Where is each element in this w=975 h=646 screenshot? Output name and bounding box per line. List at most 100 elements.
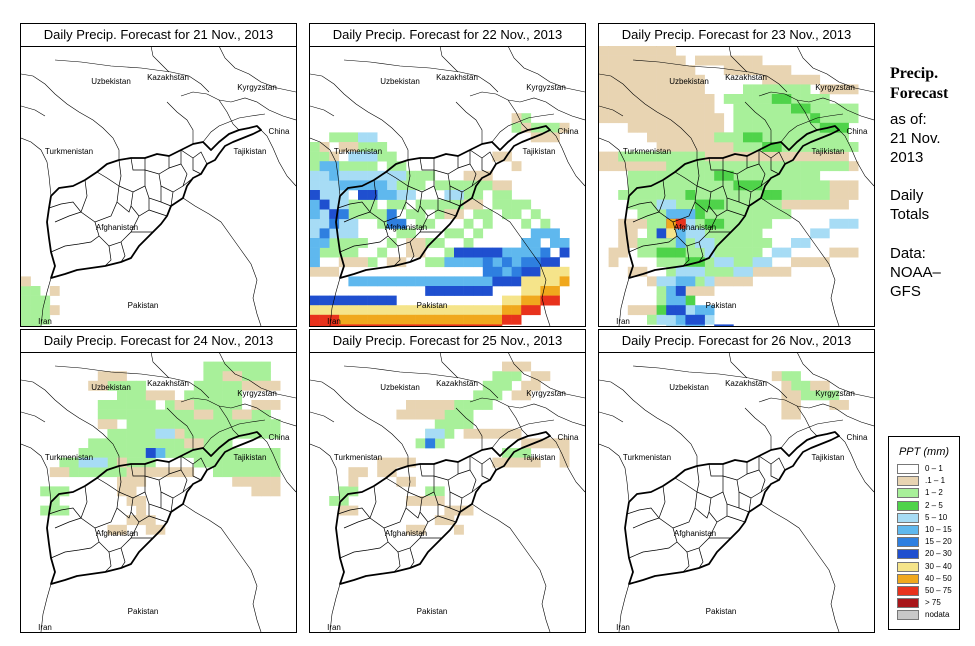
country-border	[150, 352, 170, 379]
precip-cell-1-2	[251, 409, 262, 420]
panel-title: Daily Precip. Forecast for 23 Nov., 2013	[599, 24, 874, 47]
precip-cell-0.1-1	[126, 476, 137, 487]
precip-cell-1-2	[222, 467, 233, 478]
precip-cell-5-10	[319, 190, 330, 200]
precip-cell-1-2	[329, 238, 340, 248]
precip-cell-1-2	[222, 448, 233, 458]
precip-cell-15-20	[521, 257, 532, 268]
map-label-pakistan: Pakistan	[706, 301, 737, 310]
precip-cell-10-15	[310, 257, 320, 268]
precip-cell-0.1-1	[502, 361, 512, 372]
precip-cell-1-2	[829, 142, 840, 152]
precip-cell-1-2	[704, 209, 715, 220]
precip-cell-1-2	[367, 257, 378, 268]
precip-cell-30-40	[444, 305, 455, 316]
precip-cell-1-2	[733, 257, 744, 268]
country-border	[469, 397, 585, 427]
precip-cell-1-2	[203, 419, 214, 430]
province-border	[80, 177, 120, 223]
precip-cell-1-2	[193, 428, 204, 439]
precip-cell-0.1-1	[406, 457, 416, 468]
precip-cell-1-2	[434, 438, 445, 449]
precip-cell-0.1-1	[656, 161, 667, 172]
precip-cell-1-2	[810, 170, 821, 181]
precip-cell-0.1-1	[848, 161, 859, 172]
precip-cell-0.1-1	[666, 122, 677, 133]
precip-cell-20-30	[310, 190, 320, 200]
precip-cell-0.1-1	[743, 65, 753, 76]
precip-cell-40-50	[521, 295, 532, 306]
precip-cell-1-2	[425, 257, 436, 268]
precip-cell-1-2	[174, 448, 185, 458]
precip-cell-40-50	[502, 305, 512, 316]
precip-cell-1-2	[829, 113, 840, 124]
afghanistan-border	[46, 431, 262, 585]
precip-cell-0.1-1	[540, 438, 551, 449]
precip-cell-20-30	[714, 324, 725, 326]
precip-cell-1-2	[203, 371, 214, 382]
precip-cell-0.1-1	[800, 74, 811, 85]
precip-cell-0.1-1	[829, 180, 840, 191]
precip-cell-1-2	[261, 409, 271, 420]
legend-item: 20 – 30	[889, 548, 959, 560]
precip-cell-5-10	[685, 305, 696, 316]
precip-cell-1-2	[511, 448, 522, 458]
precip-cell-1-2	[232, 380, 243, 391]
precip-cell-1-2	[107, 467, 118, 478]
precip-cell-0.1-1	[618, 74, 629, 85]
precip-cell-1-2	[800, 94, 811, 104]
precip-cell-50-75	[338, 324, 349, 326]
precip-cell-1-2	[800, 180, 811, 191]
precip-cell-1-2	[733, 122, 744, 133]
precip-cell-50-75	[415, 324, 426, 326]
precip-cell-1-2	[714, 266, 725, 277]
precip-cell-10-15	[463, 257, 474, 268]
precip-cell-1-2	[771, 84, 782, 95]
precip-cell-0.1-1	[126, 496, 137, 506]
precip-cell-1-2	[232, 448, 243, 458]
precip-cell-1-2	[781, 170, 792, 181]
precip-cell-20-30	[550, 257, 560, 268]
precip-cell-1-2	[21, 286, 31, 296]
forecast-panel-day1: Daily Precip. Forecast for 21 Nov., 2013…	[20, 23, 297, 327]
precip-cell-0.1-1	[656, 142, 667, 152]
map-label-china: China	[558, 433, 579, 442]
precip-cell-10-15	[329, 161, 340, 172]
precip-cell-0.1-1	[819, 257, 830, 268]
legend-label: .1 – 1	[925, 476, 946, 486]
precip-cell-5-10	[752, 257, 763, 268]
precip-cell-1-2	[454, 228, 464, 239]
precip-cell-0.1-1	[695, 286, 705, 296]
province-border	[54, 211, 82, 223]
precip-cell-0.1-1	[800, 199, 811, 210]
precip-cell-0.1-1	[492, 180, 503, 191]
precip-cell-0.1-1	[251, 486, 262, 497]
precip-cell-1-2	[647, 170, 657, 181]
precip-cell-0.1-1	[781, 199, 792, 210]
precip-cell-1-2	[270, 428, 281, 439]
legend-label: 0 – 1	[925, 464, 943, 473]
country-border	[507, 352, 585, 399]
precip-cell-1-2	[618, 190, 629, 200]
precip-cell-0.1-1	[656, 65, 667, 76]
precip-cell-1-2	[733, 228, 744, 239]
precip-cell-5-10	[695, 228, 705, 239]
province-border	[626, 507, 660, 519]
precip-cell-1-2	[704, 161, 715, 172]
precip-cell-1-2	[261, 428, 271, 439]
map-label-kazakhstan: Kazakhstan	[147, 73, 189, 82]
precip-cell-0.1-1	[540, 132, 551, 143]
precip-cell-0.1-1	[762, 65, 773, 76]
province-border	[746, 469, 760, 475]
precip-cell-1-2	[752, 103, 763, 114]
precip-cell-2-5	[695, 209, 705, 220]
precip-cell-5-10	[367, 151, 378, 162]
precip-cell-1-2	[743, 257, 753, 268]
province-border	[672, 521, 718, 553]
precip-cell-1-2	[126, 448, 137, 458]
precip-cell-1-2	[126, 409, 137, 420]
precip-cell-0.1-1	[599, 74, 609, 85]
precip-cell-1-2	[213, 371, 223, 382]
precip-cell-0.1-1	[117, 486, 127, 497]
precip-cell-1-2	[666, 180, 677, 191]
